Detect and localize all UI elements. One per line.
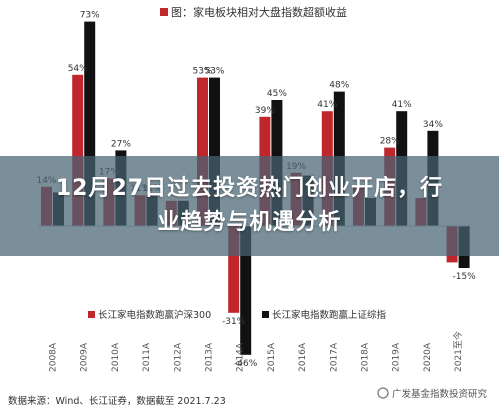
- headline-text[interactable]: 12月27日过去投资热门创业开店，行业趋势与机遇分析: [55, 176, 444, 235]
- x-tick-2015A: 2015A: [267, 342, 277, 372]
- bar-2009A-series-0: [72, 74, 84, 226]
- x-tick-labels: 2008A 2009A 2010A 2011A 2012A 2013A 2014A 2015A…: [49, 331, 465, 372]
- bar-label-2021至今-series-1: -15%: [452, 272, 476, 282]
- bar-label-2009A-series-0: 54%: [68, 64, 88, 74]
- bar-label-2014A-series-1: -46%: [234, 359, 258, 369]
- x-tick-2020A: 2020A: [423, 342, 433, 372]
- x-tick-2012A: 2012A: [173, 342, 183, 372]
- x-tick-2016A: 2016A: [298, 342, 308, 372]
- x-tick-2011A: 2011A: [142, 342, 152, 372]
- watermark: 广发基金指数投资研究: [377, 387, 488, 400]
- bar-label-2017A-series-1: 48%: [329, 81, 349, 91]
- bar-2009A-series-1: [84, 21, 96, 226]
- bar-label-2019A-series-1: 41%: [392, 100, 412, 110]
- bar-label-2009A-series-1: 73%: [80, 11, 100, 21]
- x-tick-2018A: 2018A: [361, 342, 371, 372]
- bar-label-2013A-series-0: 53%: [192, 67, 212, 77]
- x-tick-2009A: 2009A: [80, 342, 90, 372]
- bar-label-2013A-series-1: 53%: [204, 67, 224, 77]
- bar-label-2014A-series-0: -31%: [222, 317, 246, 327]
- bar-label-2020A-series-1: 34%: [423, 120, 443, 130]
- legend: 长江家电指数跑赢沪深300 长江家电指数跑赢上证综指: [88, 309, 387, 321]
- bar-label-2017A-series-0: 41%: [317, 100, 337, 110]
- source-note: 数据来源：Wind、长江证券，数据截至 2021.7.23: [8, 395, 226, 407]
- x-tick-2008A: 2008A: [49, 342, 59, 372]
- x-tick-2019A: 2019A: [392, 342, 402, 372]
- legend-swatch-series-1: [262, 311, 269, 318]
- watermark-text: 广发基金指数投资研究: [392, 388, 488, 400]
- chart-title: 图：家电板块相对大盘指数超额收益: [171, 5, 347, 19]
- watermark-logo-icon: [377, 387, 389, 399]
- x-tick-2013A: 2013A: [205, 342, 215, 372]
- x-tick-2014A: 2014A: [236, 342, 246, 372]
- bar-2013A-series-0: [197, 77, 208, 226]
- legend-label-series-1: 长江家电指数跑赢上证综指: [272, 309, 387, 321]
- bar-2014A-series-1: [240, 226, 252, 355]
- legend-swatch-series-0: [88, 311, 95, 318]
- bar-label-2010A-series-1: 27%: [111, 139, 131, 149]
- x-tick-2010A: 2010A: [111, 342, 121, 372]
- bar-label-2015A-series-0: 39%: [255, 106, 275, 116]
- bar-label-2015A-series-1: 45%: [267, 89, 287, 99]
- x-tick-2017A: 2017A: [329, 342, 339, 372]
- bar-2014A-series-0: [228, 226, 240, 313]
- headline-banner: 12月27日过去投资热门创业开店，行业趋势与机遇分析: [0, 156, 499, 256]
- chart-title-group: 图：家电板块相对大盘指数超额收益: [160, 5, 347, 19]
- title-marker: [160, 8, 168, 16]
- x-tick-2021至今: 2021至今: [452, 331, 464, 372]
- legend-label-series-0: 长江家电指数跑赢沪深300: [98, 309, 211, 321]
- bar-2013A-series-1: [209, 77, 220, 226]
- bar-label-2019A-series-0: 28%: [380, 137, 400, 147]
